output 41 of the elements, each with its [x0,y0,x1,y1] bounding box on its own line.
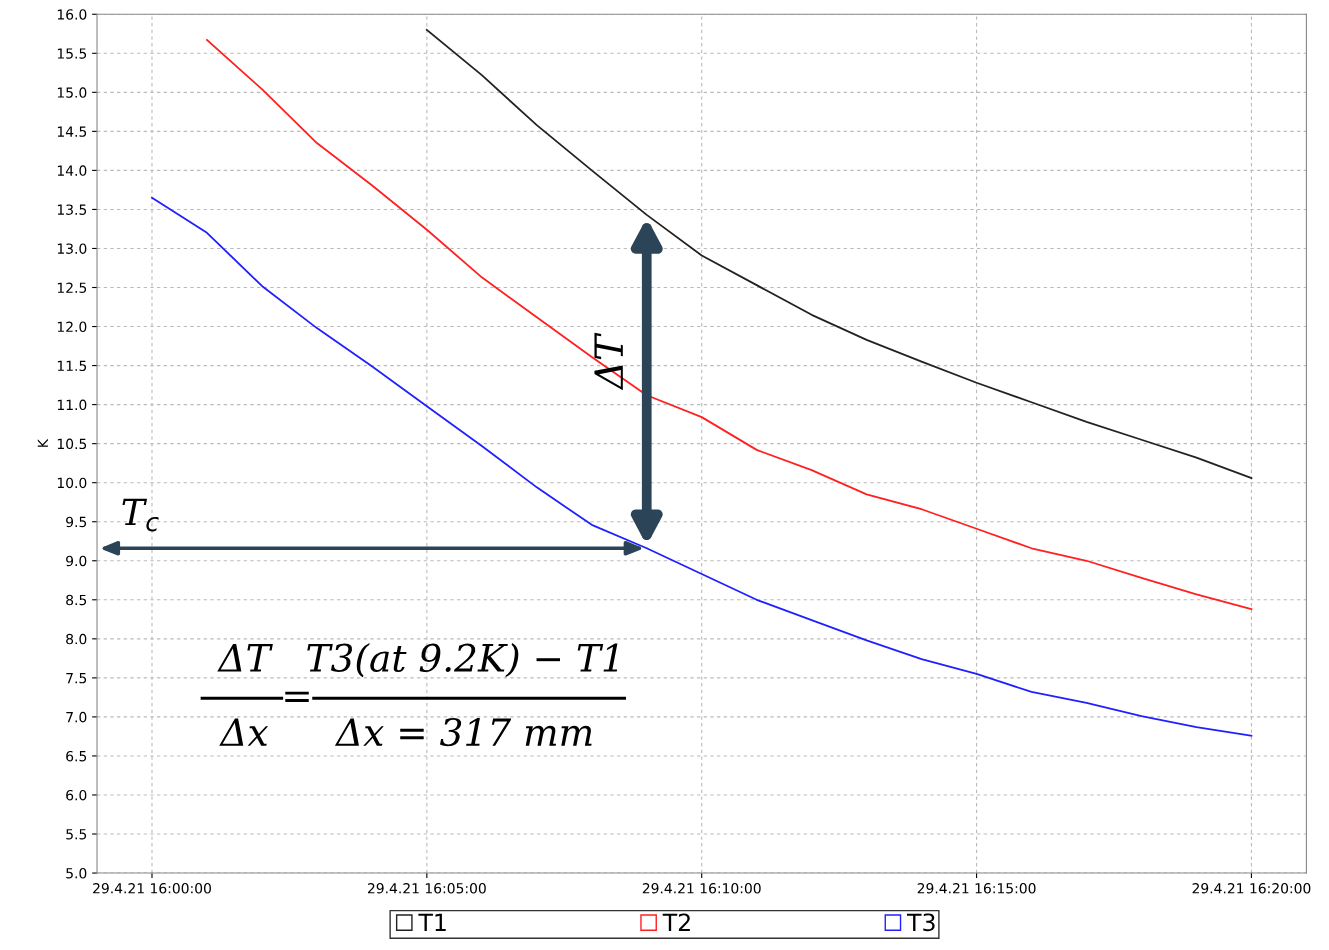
y-tick-label: 15.5 [57,48,87,59]
y-tick-label: 6.5 [66,750,87,762]
y-tick-label: 12.5 [57,282,87,293]
y-tick-label: 7.0 [66,711,87,723]
y-tick-label: 13.0 [57,243,87,254]
y-tick-label: 14.5 [57,126,87,137]
y-tick-label: 13.5 [57,204,87,215]
y-tick-label: 5.5 [66,829,87,840]
x-tick-label: 29.4.21 16:20:00 [1192,883,1311,894]
legend-label: T2 [662,913,690,931]
x-tick-label: 29.4.21 16:10:00 [642,883,761,894]
y-tick-label: 6.0 [66,789,87,801]
y-tick-label: 15.0 [57,87,87,98]
y-tick-label: 8.0 [66,633,87,645]
x-tick-label: 29.4.21 16:15:00 [917,883,1036,894]
legend-label: T1 [418,913,446,931]
annotation: Δx [219,718,269,746]
y-tick-label: 8.5 [66,594,87,606]
annotation: T$_{c}$ [122,498,159,532]
y-tick-label: 9.0 [66,555,87,567]
annotation: ΔT [594,332,623,391]
y-tick-label: 11.0 [57,399,87,411]
y-tick-label: 14.0 [57,165,87,176]
y-tick-label: 12.0 [57,321,87,333]
x-tick-label: 29.4.21 16:00:00 [93,883,211,894]
y-tick-label: 7.5 [66,673,87,684]
annotation: ΔT [217,644,273,672]
y-tick-label: 16.0 [57,9,87,20]
annotation: = [285,691,309,703]
y-tick-label: 11.5 [57,360,87,372]
x-tick-label: 29.4.21 16:05:00 [367,883,486,894]
y-axis-title: K [37,438,48,447]
line-series [425,28,1253,479]
y-tick-label: 10.5 [57,438,87,450]
legend-label: T3 [907,913,935,932]
y-tick-label: 9.5 [66,516,87,528]
annotation: Δx = 317 mm [334,717,592,747]
y-tick-label: 5.0 [66,868,87,879]
y-tick-label: 10.0 [57,477,87,489]
line-series [206,39,1253,611]
annotation: T3(at 9.2K) − T1 [307,642,618,678]
